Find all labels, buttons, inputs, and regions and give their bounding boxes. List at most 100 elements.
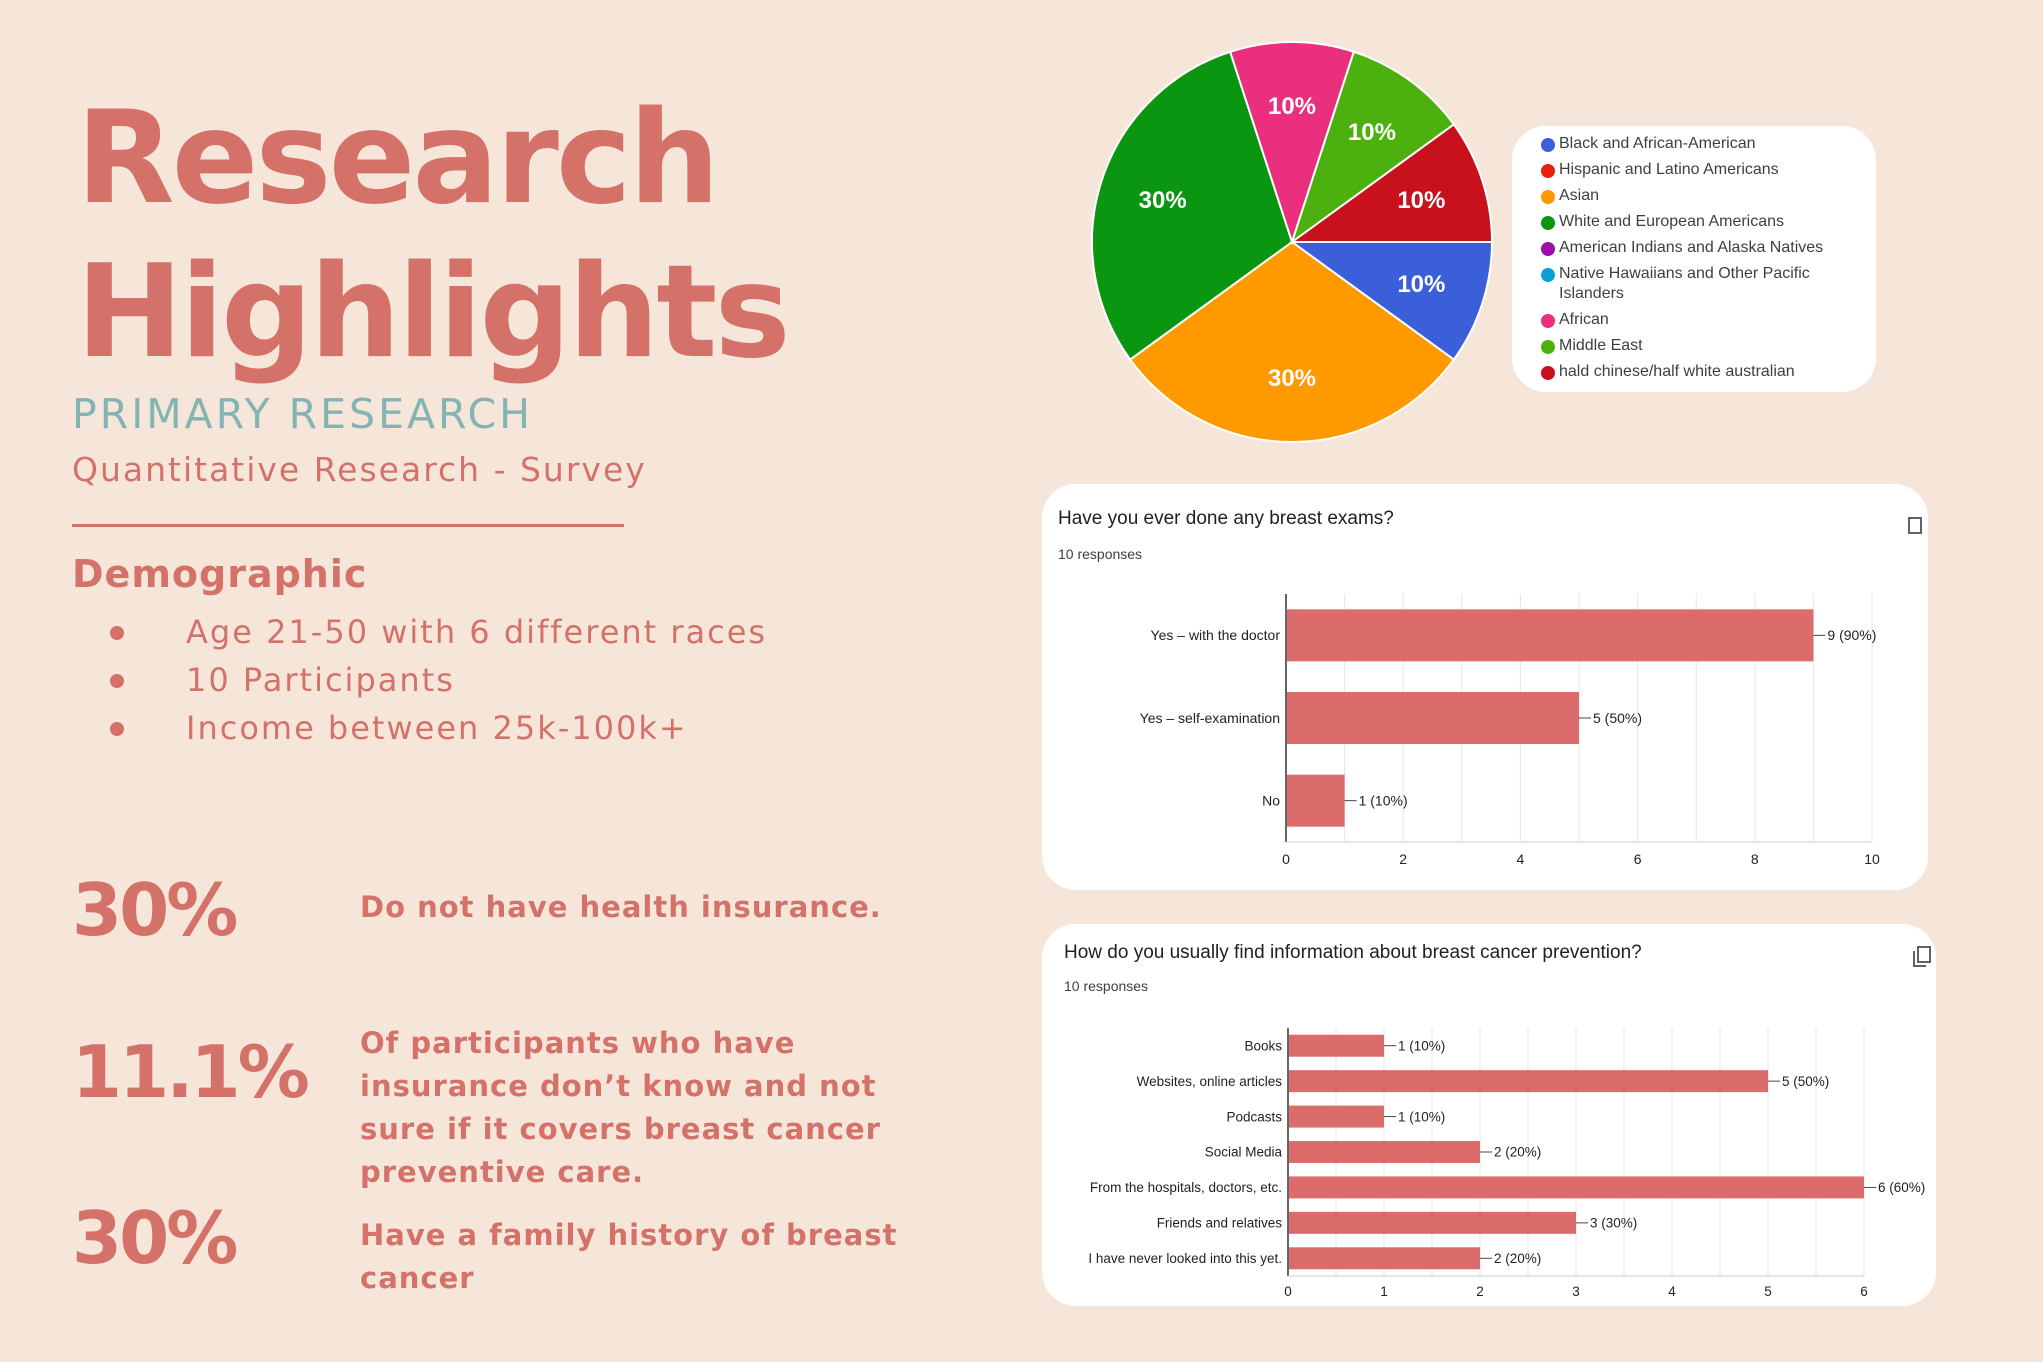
category-label: From the hospitals, doctors, etc. bbox=[1090, 1180, 1282, 1195]
pie-slice bbox=[1228, 41, 1356, 246]
legend-item: Middle East bbox=[1541, 336, 1859, 356]
legend-item: African bbox=[1541, 310, 1859, 330]
pie-slice bbox=[1288, 241, 1494, 361]
data-label: 2 (20%) bbox=[1494, 1145, 1541, 1160]
page-title: Research Highlights bbox=[76, 82, 791, 390]
bar-chart-breast-exams: 0 2 4 6 8 10 Yes – with the doctor 9 (90%) Yes –… bbox=[1140, 594, 1880, 867]
pie-slice-label: 30% bbox=[1268, 365, 1316, 392]
legend-color-dot bbox=[1541, 314, 1555, 328]
x-tick-label: 4 bbox=[1668, 1284, 1676, 1299]
bar bbox=[1287, 774, 1345, 827]
data-label: 6 (60%) bbox=[1878, 1180, 1925, 1195]
legend-color-dot bbox=[1541, 268, 1555, 282]
title-line-1: Research bbox=[76, 84, 720, 233]
data-label: 1 (10%) bbox=[1398, 1109, 1445, 1124]
bar bbox=[1289, 1211, 1576, 1234]
data-label: 1 (10%) bbox=[1359, 793, 1408, 809]
divider bbox=[72, 524, 624, 527]
pie-legend: Black and African-American Hispanic and L… bbox=[1512, 126, 1876, 392]
legend-item: hald chinese/half white australian bbox=[1541, 362, 1859, 382]
category-label: Yes – with the doctor bbox=[1151, 627, 1281, 643]
section-subtitle: PRIMARY RESEARCH bbox=[72, 390, 533, 438]
list-item-text: 10 Participants bbox=[186, 661, 455, 699]
x-tick-label: 6 bbox=[1634, 851, 1642, 867]
stat-value: 11.1% bbox=[72, 1030, 310, 1114]
x-tick-label: 8 bbox=[1751, 851, 1759, 867]
data-label: 5 (50%) bbox=[1593, 710, 1642, 726]
x-tick-label: 2 bbox=[1399, 851, 1407, 867]
pie-slice-label: 10% bbox=[1268, 93, 1316, 120]
legend-item: Native Hawaiians and Other Pacific Islan… bbox=[1541, 264, 1859, 304]
legend-color-dot bbox=[1541, 242, 1555, 256]
pie-slice bbox=[1091, 50, 1294, 361]
bullet-icon bbox=[110, 674, 124, 688]
data-label: 2 (20%) bbox=[1494, 1251, 1541, 1266]
category-label: Podcasts bbox=[1226, 1109, 1282, 1124]
legend-item: Black and African-American bbox=[1541, 134, 1859, 154]
list-item: Age 21-50 with 6 different races bbox=[108, 608, 767, 656]
x-tick-label: 1 bbox=[1380, 1284, 1388, 1299]
legend-label: White and European Americans bbox=[1559, 213, 1785, 230]
list-item: Income between 25k-100k+ bbox=[108, 704, 767, 752]
legend-label: Hispanic and Latino Americans bbox=[1559, 161, 1779, 178]
chart-card-breast-exams: Have you ever done any breast exams? 10 … bbox=[1042, 484, 1928, 890]
chart-title: Have you ever done any breast exams? bbox=[1058, 508, 1394, 529]
legend-color-dot bbox=[1541, 340, 1555, 354]
copy-icon[interactable] bbox=[1912, 946, 1932, 968]
x-tick-label: 5 bbox=[1764, 1284, 1772, 1299]
list-item: 10 Participants bbox=[108, 656, 767, 704]
x-tick-label: 10 bbox=[1864, 851, 1880, 867]
copy-icon[interactable] bbox=[1908, 516, 1928, 538]
response-count: 10 responses bbox=[1064, 978, 1149, 994]
bar bbox=[1289, 1247, 1480, 1270]
legend-label: hald chinese/half white australian bbox=[1559, 363, 1795, 380]
stat-description: Do not have health insurance. bbox=[360, 890, 882, 924]
x-tick-label: 3 bbox=[1572, 1284, 1580, 1299]
ethnicity-pie-chart: 10% 30% 30% 10% 10% 10% bbox=[1091, 41, 1494, 443]
category-label: Websites, online articles bbox=[1137, 1074, 1283, 1089]
category-label: I have never looked into this yet. bbox=[1088, 1251, 1282, 1266]
data-label: 5 (50%) bbox=[1782, 1074, 1829, 1089]
chart-title: How do you usually find information abou… bbox=[1064, 942, 1642, 963]
demographic-heading: Demographic bbox=[72, 552, 368, 596]
bullet-icon bbox=[110, 626, 124, 640]
list-item-text: Age 21-50 with 6 different races bbox=[186, 613, 768, 651]
legend-label: Native Hawaiians and Other Pacific Islan… bbox=[1559, 265, 1810, 302]
bar bbox=[1289, 1070, 1768, 1093]
x-tick-label: 6 bbox=[1860, 1284, 1868, 1299]
x-tick-label: 0 bbox=[1282, 851, 1290, 867]
stat-description: Have a family history of breast cancer bbox=[360, 1218, 898, 1295]
bar bbox=[1289, 1034, 1384, 1057]
category-label: Yes – self-examination bbox=[1140, 710, 1280, 726]
pie-slice-label: 10% bbox=[1348, 119, 1396, 146]
data-label: 1 (10%) bbox=[1398, 1038, 1445, 1053]
bullet-icon bbox=[110, 722, 124, 736]
pie-slice bbox=[1288, 123, 1494, 243]
bar bbox=[1287, 609, 1814, 662]
chart-card-info-sources: How do you usually find information abou… bbox=[1042, 924, 1936, 1306]
legend-color-dot bbox=[1541, 216, 1555, 230]
legend-item: Asian bbox=[1541, 186, 1859, 206]
demographic-list: Age 21-50 with 6 different races 10 Part… bbox=[108, 608, 767, 752]
x-tick-label: 2 bbox=[1476, 1284, 1484, 1299]
list-item-text: Income between 25k-100k+ bbox=[186, 709, 688, 747]
stat-description: Of participants who have insurance don’t… bbox=[360, 1026, 881, 1189]
pie-slice bbox=[1290, 50, 1456, 245]
bar bbox=[1289, 1105, 1384, 1128]
legend-label: Middle East bbox=[1559, 337, 1643, 354]
x-tick-label: 4 bbox=[1517, 851, 1525, 867]
category-label: Books bbox=[1244, 1038, 1282, 1053]
category-label: Social Media bbox=[1205, 1145, 1283, 1160]
pie-slice-label: 10% bbox=[1397, 187, 1445, 214]
bar bbox=[1289, 1176, 1864, 1199]
legend-item: White and European Americans bbox=[1541, 212, 1859, 232]
bar bbox=[1289, 1141, 1480, 1163]
legend-color-dot bbox=[1541, 366, 1555, 380]
bar bbox=[1287, 692, 1579, 744]
stat-value: 30% bbox=[72, 868, 238, 952]
legend-item: Hispanic and Latino Americans bbox=[1541, 160, 1859, 180]
data-label: 9 (90%) bbox=[1827, 627, 1876, 643]
x-tick-label: 0 bbox=[1284, 1284, 1292, 1299]
category-label: No bbox=[1262, 793, 1280, 809]
legend-item: American Indians and Alaska Natives bbox=[1541, 238, 1859, 258]
